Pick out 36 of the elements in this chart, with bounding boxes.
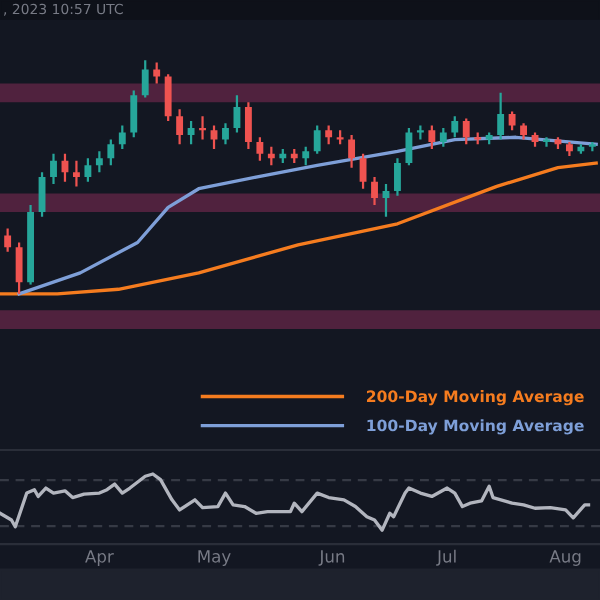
candlestick [153,61,161,85]
candlestick [256,136,264,162]
candlestick [244,101,252,151]
candlestick [187,119,195,146]
candlestick [462,117,470,146]
candlestick [325,124,333,146]
candlestick [302,145,310,167]
candlestick [348,133,356,169]
candlestick [222,122,229,146]
candlestick [313,124,321,155]
candlestick [451,115,459,139]
candlestick [394,157,401,197]
candlestick [4,227,12,253]
x-tick-label: Aug [549,550,581,566]
candlestick [50,152,57,186]
candlestick [141,59,149,99]
candlestick [130,89,138,139]
x-tick-label: May [198,550,231,566]
candlestick [72,159,80,188]
candlestick [84,157,92,183]
x-tick-label: Jun [318,550,345,566]
candlestick [439,126,447,148]
candlestick [118,124,126,151]
candlestick [210,124,218,151]
candlestick [371,175,378,207]
candlestick [428,124,436,151]
x-tick-label: Apr [85,550,114,566]
candlestick [497,91,505,141]
candlestick [107,138,115,167]
candlestick [95,150,103,174]
candlestick [15,241,23,296]
candlestick [405,126,413,167]
candlestick [508,110,516,132]
candlestick [164,73,172,123]
x-tick-label: Jul [436,549,456,566]
candlestick [176,108,184,146]
